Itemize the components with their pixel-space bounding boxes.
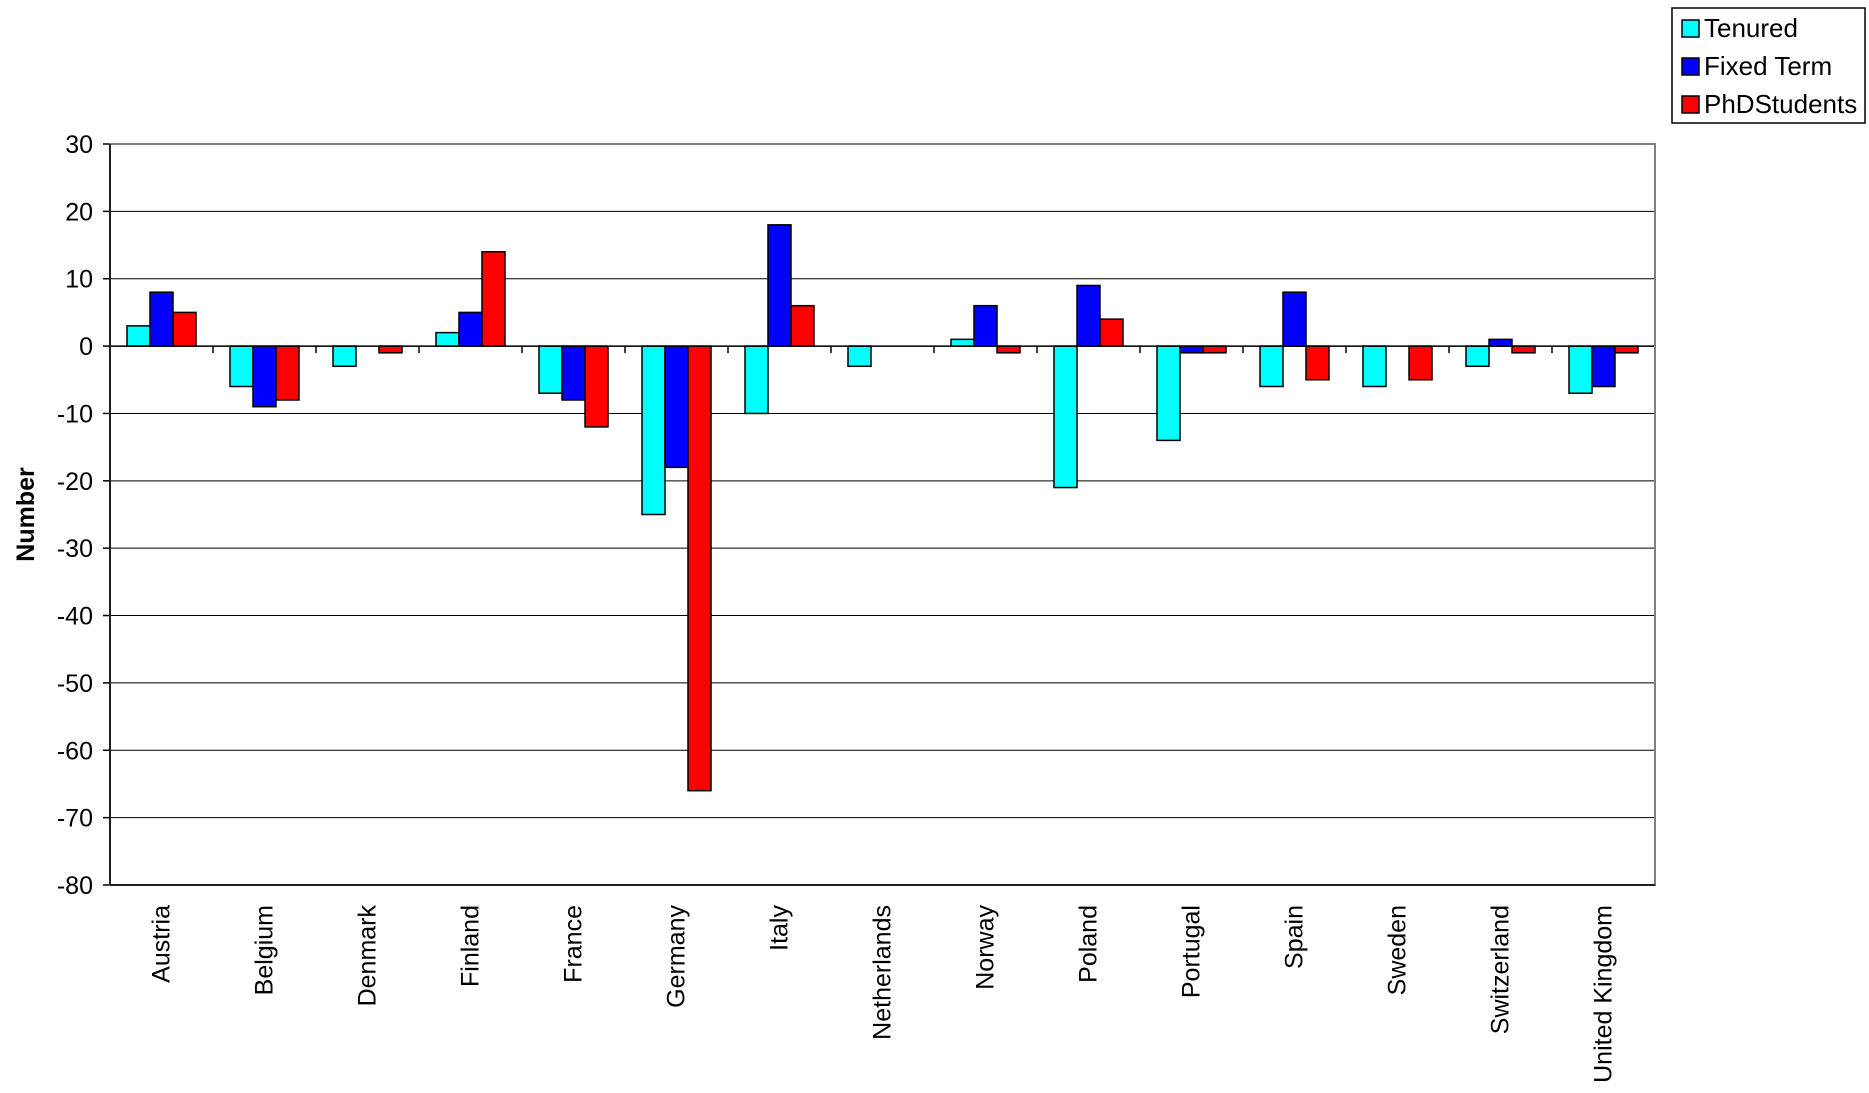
legend-swatch <box>1681 19 1700 38</box>
bar-fixed-term-finland <box>458 311 483 347</box>
bar-phdstudents-portugal <box>1202 345 1227 354</box>
plot-area <box>110 144 1655 885</box>
bar-phdstudents-italy <box>790 304 815 347</box>
category-label: Portugal <box>1178 905 1206 998</box>
category-label: Austria <box>148 905 176 983</box>
y-tick-label: -70 <box>57 805 93 833</box>
legend-swatch <box>1681 57 1700 76</box>
category-label: Finland <box>457 905 485 987</box>
y-tick-label: -40 <box>57 603 93 631</box>
bar-fixed-term-austria <box>149 291 174 347</box>
bar-tenured-sweden <box>1362 345 1387 388</box>
bar-tenured-finland <box>435 331 460 347</box>
bar-fixed-term-poland <box>1076 284 1101 347</box>
bar-phdstudents-belgium <box>275 345 300 401</box>
bar-tenured-france <box>538 345 563 394</box>
y-tick-label: -80 <box>57 872 93 900</box>
legend-swatch <box>1681 95 1700 114</box>
legend-label: Fixed Term <box>1704 51 1832 81</box>
category-label: Poland <box>1075 905 1103 983</box>
bar-fixed-term-spain <box>1282 291 1307 347</box>
legend: Tenured Fixed Term PhDStudents <box>1671 7 1866 124</box>
category-label: Denmark <box>354 905 382 1007</box>
bar-tenured-poland <box>1053 345 1078 489</box>
legend-box <box>1671 7 1866 124</box>
bar-phdstudents-united-kingdom <box>1614 345 1639 354</box>
bar-phdstudents-denmark <box>378 345 403 354</box>
category-label: France <box>560 905 588 983</box>
bar-phdstudents-norway <box>996 345 1021 354</box>
bar-phdstudents-spain <box>1305 345 1330 381</box>
category-label: United Kingdom <box>1590 905 1618 1083</box>
legend-label: PhDStudents <box>1704 89 1857 119</box>
axes <box>103 143 1656 886</box>
bar-tenured-germany <box>641 345 666 516</box>
y-tick-labels: -80 -70 -60 -50 -40 -30 -20 -10 0 10 20 30 <box>57 131 93 900</box>
bar-tenured-netherlands <box>847 345 872 368</box>
y-axis-title: Number <box>12 467 40 562</box>
bar-tenured-denmark <box>332 345 357 368</box>
bar-fixed-term-united-kingdom <box>1591 345 1616 388</box>
category-label: Netherlands <box>869 905 897 1040</box>
bar-tenured-switzerland <box>1465 345 1490 368</box>
y-tick-label: 30 <box>65 131 93 159</box>
bar-phdstudents-france <box>584 345 609 428</box>
bar-tenured-spain <box>1259 345 1284 388</box>
bar-phdstudents-germany <box>687 345 712 792</box>
bar-fixed-term-switzerland <box>1488 338 1513 347</box>
bar-phdstudents-sweden <box>1408 345 1433 381</box>
bar-fixed-term-france <box>561 345 586 401</box>
category-label: Spain <box>1281 905 1309 969</box>
bar-fixed-term-germany <box>664 345 689 469</box>
y-tick-label: -50 <box>57 670 93 698</box>
category-label: Belgium <box>251 905 279 995</box>
category-labels: Austria Belgium Denmark Finland France German… <box>148 905 1618 1083</box>
bar-fixed-term-portugal <box>1179 345 1204 354</box>
bar-fixed-term-belgium <box>252 345 277 408</box>
y-tick-label: -30 <box>57 535 93 563</box>
category-label: Italy <box>766 905 794 951</box>
category-label: Sweden <box>1384 905 1412 995</box>
bar-fixed-term-italy <box>767 224 792 347</box>
bar-fixed-term-norway <box>973 304 998 347</box>
y-tick-label: -20 <box>57 468 93 496</box>
gridlines <box>110 143 1655 885</box>
bar-tenured-portugal <box>1156 345 1181 442</box>
bar-phdstudents-finland <box>481 251 506 347</box>
bar-tenured-united-kingdom <box>1568 345 1593 394</box>
y-tick-label: -10 <box>57 400 93 428</box>
bar-phdstudents-poland <box>1099 318 1124 347</box>
bar-tenured-norway <box>950 338 975 347</box>
bar-tenured-italy <box>744 345 769 415</box>
bar-tenured-austria <box>126 325 151 347</box>
y-tick-label: 20 <box>65 198 93 226</box>
y-tick-label: -60 <box>57 737 93 765</box>
category-label: Norway <box>972 905 1000 990</box>
category-label: Switzerland <box>1487 905 1515 1034</box>
bar-tenured-belgium <box>229 345 254 388</box>
category-label: Germany <box>663 905 691 1008</box>
legend-label: Tenured <box>1704 13 1798 43</box>
bars <box>126 224 1639 792</box>
y-tick-label: 0 <box>79 333 93 361</box>
bar-phdstudents-switzerland <box>1511 345 1536 354</box>
bar-phdstudents-austria <box>172 311 197 347</box>
y-tick-label: 10 <box>65 266 93 294</box>
